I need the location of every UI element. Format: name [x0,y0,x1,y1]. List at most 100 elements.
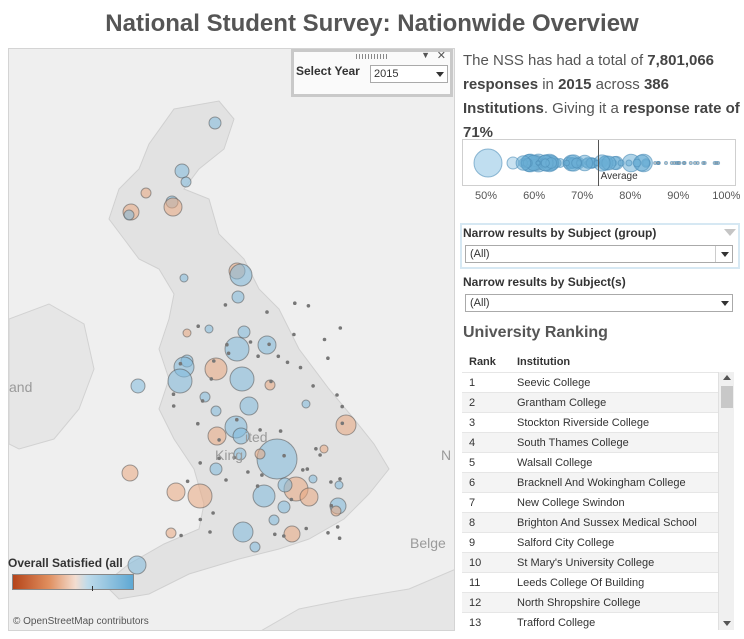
institution-bubble[interactable] [301,399,311,409]
institution-bubble[interactable] [330,505,342,517]
table-row[interactable]: 1 Seevic College [462,372,718,392]
institution-point[interactable] [326,531,330,535]
scroll-down-icon[interactable] [723,621,731,626]
institution-bubble[interactable] [268,514,280,526]
institution-bubble[interactable] [180,176,192,188]
institution-bubble[interactable] [308,474,318,484]
distribution-point[interactable] [540,158,550,168]
institution-bubble[interactable] [166,482,186,502]
institution-bubble[interactable] [277,477,293,493]
distribution-point[interactable] [632,158,642,168]
uk-map[interactable]: and ited King N Belge © OpenStreetMap co… [8,48,455,631]
institution-point[interactable] [171,404,176,408]
institution-bubble[interactable] [254,448,266,460]
institution-point[interactable] [171,392,176,397]
distribution-point[interactable] [571,157,582,169]
distribution-point[interactable] [664,161,668,165]
institution-point[interactable] [223,303,228,307]
institution-point[interactable] [304,526,309,531]
institution-bubble[interactable] [167,368,193,394]
institution-point[interactable] [340,421,345,426]
institution-bubble[interactable] [179,273,189,283]
table-row[interactable]: 11 Leeds College Of Building [462,572,718,592]
institution-bubble[interactable] [232,521,254,543]
institution-point[interactable] [224,478,228,482]
institution-point[interactable] [301,468,305,472]
institution-point[interactable] [276,354,281,359]
filter-menu-icon[interactable]: ▼ [421,50,430,60]
distribution-point[interactable] [677,161,682,165]
institution-point[interactable] [278,429,283,433]
institution-bubble[interactable] [210,405,222,417]
institution-point[interactable] [314,447,318,451]
subject-group-select[interactable]: (All) [465,245,733,263]
distribution-point[interactable] [681,161,686,165]
institution-point[interactable] [282,453,286,458]
distribution-point[interactable] [515,155,532,171]
institution-bubble[interactable] [233,447,247,461]
institution-point[interactable] [198,461,202,465]
institution-bubble[interactable] [123,209,135,221]
institution-bubble[interactable] [207,426,227,446]
institution-point[interactable] [211,511,215,515]
distribution-point[interactable] [701,161,706,165]
institution-bubble[interactable] [165,527,177,539]
table-row[interactable]: 12 North Shropshire College [462,592,718,612]
institution-point[interactable] [226,351,231,356]
institution-point[interactable] [232,455,236,460]
institution-point[interactable] [292,332,296,337]
institution-point[interactable] [196,324,200,329]
institution-point[interactable] [212,359,216,363]
institution-point[interactable] [185,479,190,484]
institution-point[interactable] [265,310,269,314]
institution-point[interactable] [209,377,214,381]
institution-point[interactable] [255,484,260,488]
institution-bubble[interactable] [252,484,276,508]
institution-point[interactable] [217,456,221,461]
table-row[interactable]: 3 Stockton Riverside College [462,412,718,432]
institution-point[interactable] [338,477,342,481]
scroll-up-icon[interactable] [723,375,731,380]
institution-bubble[interactable] [232,427,250,445]
color-legend[interactable] [12,574,134,590]
institution-bubble[interactable] [256,438,298,480]
institution-bubble[interactable] [121,464,139,482]
table-row[interactable]: 2 Grantham College [462,392,718,412]
institution-point[interactable] [335,393,339,397]
institution-point[interactable] [329,503,334,508]
institution-bubble[interactable] [187,483,213,509]
institution-bubble[interactable] [319,444,329,454]
distribution-point[interactable] [693,161,697,165]
institution-point[interactable] [267,342,271,347]
institution-point[interactable] [225,342,229,347]
institution-point[interactable] [179,533,183,538]
institution-point[interactable] [208,530,212,534]
institution-point[interactable] [196,421,200,426]
institution-bubble[interactable] [277,500,291,514]
drag-handle-icon[interactable] [356,54,388,59]
institution-point[interactable] [235,417,239,422]
institution-bubble[interactable] [229,263,253,287]
institution-point[interactable] [337,536,342,540]
institution-bubble[interactable] [182,328,192,338]
institution-bubble[interactable] [237,325,251,339]
distribution-canvas[interactable] [463,140,735,185]
institution-bubble[interactable] [209,462,223,476]
institution-point[interactable] [338,326,343,330]
institution-bubble[interactable] [130,378,146,394]
institution-point[interactable] [248,340,253,344]
table-row[interactable]: 8 Brighton And Sussex Medical School [462,512,718,532]
year-select[interactable]: 2015 [370,65,448,83]
distribution-point[interactable] [535,160,541,166]
distribution-point[interactable] [473,148,503,178]
institution-point[interactable] [282,534,286,538]
scroll-thumb[interactable] [721,386,733,408]
column-header-institution[interactable]: Institution [517,356,571,368]
institution-point[interactable] [256,354,260,359]
institution-bubble[interactable] [208,116,222,130]
institution-point[interactable] [217,438,221,442]
table-row[interactable]: 7 New College Swindon [462,492,718,512]
institution-bubble[interactable] [140,187,152,199]
table-row[interactable]: 5 Walsall College [462,452,718,472]
distribution-point[interactable] [617,159,625,167]
